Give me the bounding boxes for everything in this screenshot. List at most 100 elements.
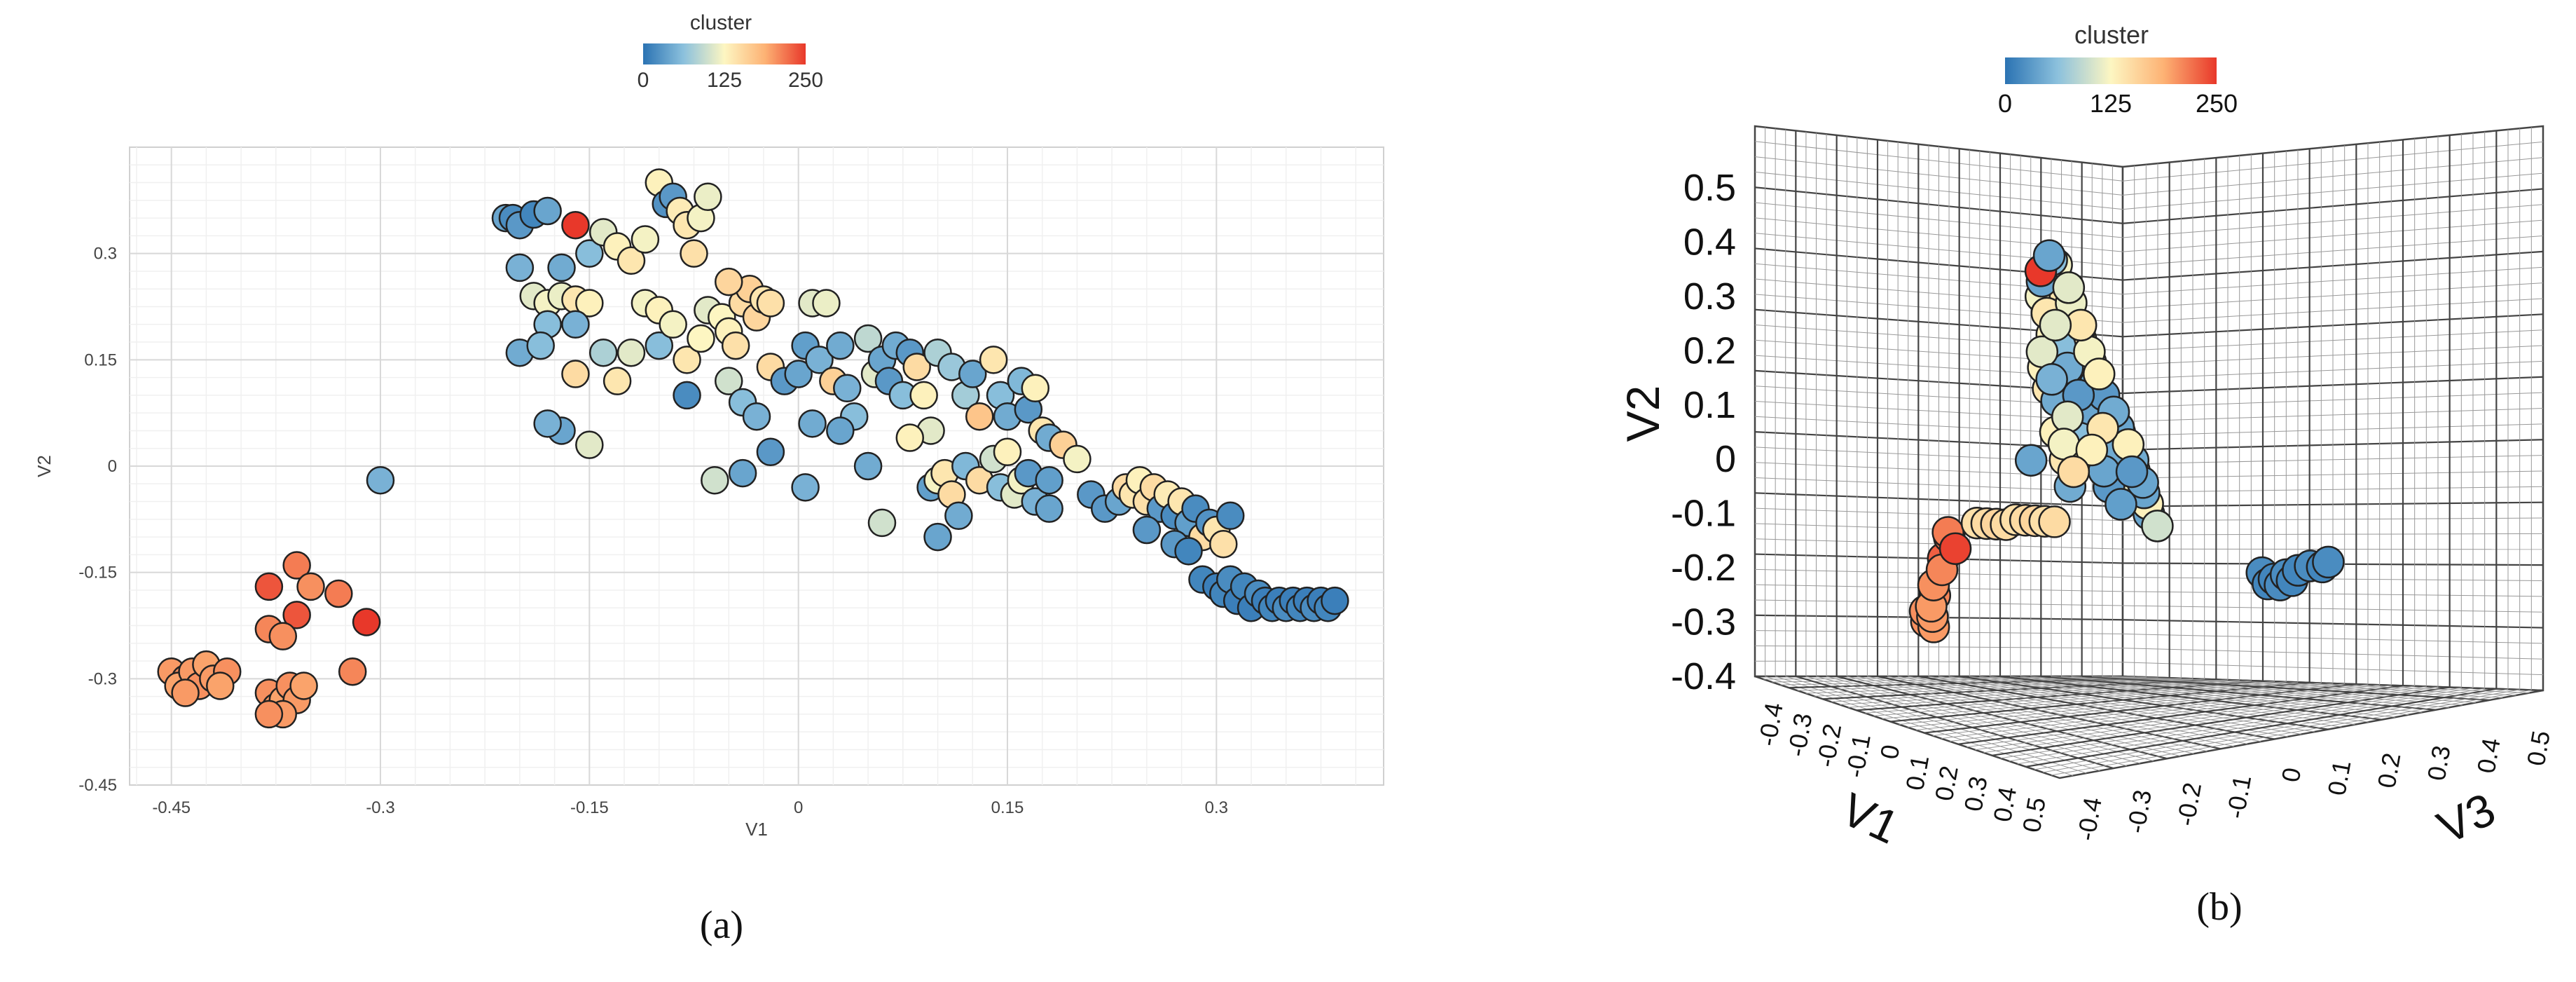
data-point bbox=[979, 346, 1008, 374]
data-point bbox=[2014, 444, 2048, 477]
x-axis-label-b: V1 bbox=[1833, 783, 1906, 854]
grid-line bbox=[2102, 676, 2516, 696]
x-tick-label-b: -0.2 bbox=[1811, 721, 1847, 769]
data-point bbox=[826, 416, 855, 445]
x-axis-label-a: V1 bbox=[745, 819, 768, 840]
z-tick-label-b: 0 bbox=[2275, 765, 2306, 784]
data-point bbox=[282, 551, 311, 580]
box-b bbox=[1754, 125, 2544, 779]
data-point bbox=[2057, 455, 2091, 489]
z-tick-label-b: 0.2 bbox=[2371, 751, 2406, 790]
data-point bbox=[254, 700, 284, 729]
data-point bbox=[944, 501, 973, 531]
data-point bbox=[575, 239, 604, 268]
z-tick-label-b: 0.4 bbox=[2472, 736, 2506, 775]
z-tick-label-b: -0.2 bbox=[2171, 780, 2207, 828]
data-point bbox=[631, 225, 660, 254]
y-axis-label-a: V2 bbox=[34, 455, 55, 477]
legend-a-title: cluster bbox=[690, 11, 752, 34]
data-point bbox=[1035, 494, 1063, 523]
data-point bbox=[352, 608, 381, 636]
z-tick-label-b: -0.3 bbox=[2121, 788, 2157, 836]
x-tick-label-a: 0.3 bbox=[1205, 798, 1228, 817]
data-point bbox=[171, 678, 200, 707]
data-point bbox=[1215, 501, 1245, 531]
grid-line bbox=[2081, 675, 2490, 701]
x-tick-label-a: -0.45 bbox=[152, 798, 191, 817]
x-tick-label-a: -0.15 bbox=[570, 798, 609, 817]
y-tick-label-b: -0.1 bbox=[1671, 493, 1736, 535]
data-point bbox=[923, 522, 952, 552]
data-point bbox=[561, 310, 590, 339]
data-point bbox=[282, 601, 311, 629]
data-point bbox=[366, 465, 395, 495]
z-tick-label-b: 0.1 bbox=[2322, 758, 2356, 797]
grid-line bbox=[2042, 689, 2520, 773]
data-point bbox=[1021, 374, 1050, 403]
x-tick-label-b: -0.1 bbox=[1840, 732, 1876, 779]
data-point bbox=[206, 671, 235, 700]
data-point bbox=[2075, 433, 2109, 467]
data-point bbox=[673, 381, 701, 410]
data-point bbox=[659, 310, 687, 339]
data-point bbox=[993, 437, 1022, 467]
data-point bbox=[2039, 308, 2072, 342]
y-tick-label-b: 0.4 bbox=[1683, 221, 1736, 263]
data-point bbox=[1035, 465, 1063, 495]
data-point bbox=[617, 246, 646, 275]
y-tick-label-b: 0.5 bbox=[1683, 167, 1736, 209]
grid-line bbox=[2072, 676, 2477, 703]
data-point bbox=[1063, 444, 1091, 474]
x-tick-label-b: 0 bbox=[1875, 742, 1906, 761]
x-tick-label-b: -0.4 bbox=[1753, 700, 1789, 748]
data-point bbox=[2035, 363, 2068, 396]
data-point bbox=[798, 409, 827, 438]
data-point bbox=[575, 430, 604, 459]
data-point bbox=[909, 381, 938, 410]
data-point bbox=[714, 367, 743, 395]
data-point bbox=[533, 196, 562, 226]
legend-a: cluster 0 125 250 bbox=[638, 11, 823, 92]
y-tick-label-a: -0.3 bbox=[88, 669, 117, 688]
legend-a-tick: 250 bbox=[788, 69, 823, 92]
data-point bbox=[895, 423, 925, 452]
data-point bbox=[701, 465, 729, 495]
data-point bbox=[2082, 357, 2116, 390]
y-tick-label-b: -0.4 bbox=[1671, 655, 1736, 697]
legend-a-tick: 125 bbox=[707, 69, 742, 92]
z-tick-label-b: -0.1 bbox=[2221, 773, 2257, 821]
legend-b-tick: 250 bbox=[2196, 89, 2238, 118]
y-axis-label-b: V2 bbox=[1617, 386, 1669, 442]
data-point bbox=[958, 360, 987, 388]
legend-b-colorbar bbox=[2005, 57, 2217, 84]
data-point bbox=[588, 338, 618, 367]
data-point bbox=[812, 289, 841, 318]
data-point bbox=[561, 210, 590, 240]
y-tick-label-b: 0.3 bbox=[1683, 275, 1736, 318]
data-point bbox=[742, 402, 771, 431]
z-tick-label-b: -0.4 bbox=[2072, 795, 2107, 843]
data-point bbox=[533, 409, 562, 438]
data-point bbox=[680, 239, 708, 268]
data-point bbox=[694, 182, 722, 212]
data-point bbox=[791, 473, 820, 502]
data-point bbox=[784, 360, 813, 388]
data-point bbox=[867, 508, 897, 538]
x-tick-label-b: 0.1 bbox=[1900, 753, 1934, 792]
subfigure-label-b: (b) bbox=[2196, 885, 2242, 929]
data-point bbox=[505, 253, 535, 282]
y-tick-label-a: 0.15 bbox=[84, 350, 117, 369]
y-tick-label-b: -0.3 bbox=[1671, 601, 1736, 643]
data-point bbox=[1938, 532, 1972, 565]
panel-a: cluster 0 125 250 -0.45 -0.3 -0.15 0 0.15 0.3 0.… bbox=[34, 11, 1384, 947]
data-point bbox=[2115, 455, 2149, 489]
data-point bbox=[721, 331, 750, 360]
y-tick-label-a: -0.45 bbox=[78, 776, 117, 795]
grid-line bbox=[2092, 676, 2503, 698]
y-tick-label-b: 0.1 bbox=[1683, 384, 1736, 426]
legend-a-tick: 0 bbox=[638, 69, 649, 92]
data-point bbox=[853, 451, 883, 481]
data-point bbox=[2032, 239, 2066, 272]
data-point bbox=[289, 671, 318, 700]
